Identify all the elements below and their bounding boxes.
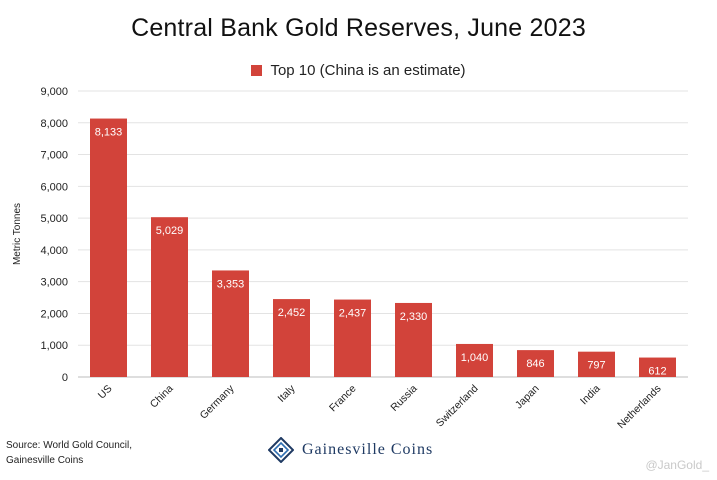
- y-tick-label: 7,000: [40, 150, 68, 162]
- data-label: 797: [587, 360, 605, 372]
- y-tick-label: 6,000: [40, 181, 68, 193]
- bar: [151, 217, 188, 377]
- data-label: 846: [526, 358, 544, 370]
- brand-name: Gainesville Coins: [302, 441, 434, 458]
- bar: [90, 118, 127, 377]
- bars: [90, 118, 676, 377]
- data-label: 2,452: [278, 307, 306, 319]
- bar: [456, 343, 493, 377]
- bar: [639, 357, 676, 377]
- bar: [395, 302, 432, 377]
- x-tick-label: Italy: [276, 382, 299, 405]
- legend-swatch: [251, 65, 263, 76]
- data-label: 1,040: [461, 352, 489, 364]
- data-label: 612: [648, 366, 666, 378]
- x-tick-label: China: [148, 383, 176, 411]
- x-tick-label: India: [578, 383, 603, 408]
- x-tick-label: Netherlands: [615, 383, 664, 432]
- y-tick-label: 0: [62, 372, 68, 384]
- legend-label: Top 10 (China is an estimate): [270, 62, 466, 79]
- y-tick-label: 1,000: [40, 340, 68, 352]
- chart-title: Central Bank Gold Reserves, June 2023: [131, 14, 586, 42]
- bar-chart: 0 1,000 2,000 3,000 4,000 5,000 6,000 7,000 8,00…: [12, 86, 688, 431]
- y-tick-label: 8,000: [40, 118, 68, 130]
- data-labels: 8,133 5,029 3,353 2,452 2,437 2,330 1,040 846 79…: [95, 127, 667, 378]
- gainesville-logo-icon: [268, 437, 294, 463]
- x-axis-ticks: US China Germany Italy France Russia Switzerla…: [96, 382, 664, 431]
- bar: [334, 299, 371, 377]
- x-tick-label: US: [96, 383, 115, 402]
- bar: [517, 350, 554, 377]
- y-tick-label: 4,000: [40, 245, 68, 257]
- legend: Top 10 (China is an estimate): [0, 62, 717, 79]
- x-tick-label: France: [327, 383, 359, 415]
- x-tick-label: Russia: [388, 383, 419, 414]
- data-label: 5,029: [156, 225, 184, 237]
- source-note-line-2: Gainesville Coins: [6, 455, 84, 466]
- bar: [212, 270, 249, 377]
- bar: [273, 299, 310, 377]
- x-tick-label: Japan: [513, 383, 542, 412]
- y-axis-ticks: 0 1,000 2,000 3,000 4,000 5,000 6,000 7,000 8,00…: [40, 86, 68, 384]
- x-tick-label: Germany: [198, 382, 238, 422]
- y-tick-label: 2,000: [40, 308, 68, 320]
- brand-logo: Gainesville Coins: [268, 437, 433, 463]
- data-label: 2,330: [400, 311, 428, 323]
- bar: [578, 351, 615, 377]
- data-label: 8,133: [95, 127, 123, 139]
- y-tick-label: 5,000: [40, 213, 68, 225]
- y-axis-label: Metric Tonnes: [12, 203, 23, 265]
- source-note-line-1: Source: World Gold Council,: [6, 440, 132, 451]
- y-tick-label: 9,000: [40, 86, 68, 98]
- data-label: 3,353: [217, 278, 245, 290]
- watermark: @JanGold_: [645, 458, 709, 472]
- y-tick-label: 3,000: [40, 277, 68, 289]
- x-tick-label: Switzerland: [434, 383, 481, 430]
- data-label: 2,437: [339, 308, 367, 320]
